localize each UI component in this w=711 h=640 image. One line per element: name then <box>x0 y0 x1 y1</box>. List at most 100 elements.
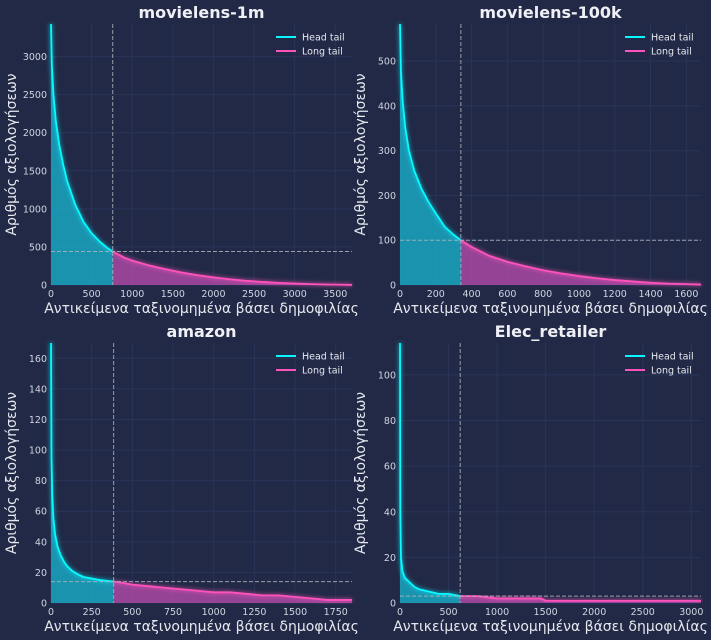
y-tick-label: 120 <box>29 415 47 426</box>
chart-panel: 0 500 1000 1500 2000 2500 3000 3500 0 500 1000 1500… <box>4 3 359 317</box>
x-tick-label: 1500 <box>283 607 307 618</box>
x-tick-label: 500 <box>83 289 101 300</box>
y-tick-label: 20 <box>384 553 396 564</box>
x-tick-label: 2000 <box>201 289 225 300</box>
x-tick-label: 3000 <box>679 607 703 618</box>
y-tick-label: 140 <box>29 384 47 395</box>
legend-label: Head tail <box>302 33 345 44</box>
y-tick-label: 40 <box>384 507 396 518</box>
y-tick-label: 200 <box>378 191 396 202</box>
x-tick-label: 2500 <box>631 607 655 618</box>
chart-title: movielens-100k <box>479 3 622 22</box>
long-tail-line <box>112 250 353 286</box>
y-tick-label: 60 <box>384 462 396 473</box>
y-tick-label: 0 <box>390 599 396 610</box>
x-axis-label: Αντικείμενα ταξινομημένα βάσει δημοφιλία… <box>44 619 359 635</box>
y-tick-label: 160 <box>29 354 47 365</box>
y-tick-label: 500 <box>29 242 47 253</box>
x-tick-label: 200 <box>427 289 445 300</box>
long-tail-line <box>460 239 702 286</box>
y-tick-label: 1500 <box>23 166 47 177</box>
x-tick-label: 1000 <box>485 607 509 618</box>
head-tail-line <box>50 23 114 253</box>
y-tick-label: 400 <box>378 101 396 112</box>
y-tick-label: 0 <box>390 281 396 292</box>
y-tick-label: 2500 <box>23 90 47 101</box>
x-tick-label: 1000 <box>202 607 226 618</box>
long-tail-line <box>460 595 701 602</box>
y-tick-label: 300 <box>378 146 396 157</box>
chart-title: Elec_retailer <box>495 322 607 341</box>
y-tick-label: 0 <box>41 281 47 292</box>
y-axis-label: Αριθμός αξιολογήσεων <box>353 73 369 235</box>
y-tick-label: 60 <box>35 507 47 518</box>
legend-label: Head tail <box>651 352 694 363</box>
long-tail-line <box>113 580 352 601</box>
head-tail-area <box>51 24 113 285</box>
legend-label: Long tail <box>302 366 343 377</box>
y-tick-label: 2000 <box>23 128 47 139</box>
long-tail-area <box>112 251 352 285</box>
head-tail-line <box>399 23 462 241</box>
chart-panel: 0 250 500 750 1000 1250 1500 1750 0 20 40 60 80 100 12… <box>4 322 359 635</box>
x-tick-label: 500 <box>439 607 457 618</box>
x-tick-label: 800 <box>534 289 552 300</box>
x-tick-label: 250 <box>83 607 101 618</box>
x-axis-label: Αντικείμενα ταξινομημένα βάσει δημοφιλία… <box>393 301 708 317</box>
y-axis-label: Αριθμός αξιολογήσεων <box>4 392 20 554</box>
x-tick-label: 0 <box>48 289 54 300</box>
x-tick-label: 3000 <box>283 289 307 300</box>
x-tick-label: 0 <box>397 607 403 618</box>
y-tick-label: 100 <box>378 370 396 381</box>
x-tick-label: 400 <box>463 289 481 300</box>
y-tick-label: 500 <box>378 57 396 68</box>
legend-label: Head tail <box>302 352 345 363</box>
legend-label: Long tail <box>651 366 692 377</box>
y-tick-label: 80 <box>35 476 47 487</box>
x-tick-label: 2000 <box>582 607 606 618</box>
head-tail-area <box>51 343 114 603</box>
x-tick-label: 0 <box>397 289 403 300</box>
x-tick-label: 1500 <box>161 289 185 300</box>
y-tick-label: 0 <box>41 599 47 610</box>
y-tick-label: 20 <box>35 568 47 579</box>
x-tick-label: 1250 <box>242 607 266 618</box>
y-tick-label: 1000 <box>23 204 47 215</box>
x-tick-label: 1750 <box>324 607 348 618</box>
x-tick-label: 600 <box>498 289 516 300</box>
x-tick-label: 0 <box>48 607 54 618</box>
y-axis-label: Αριθμός αξιολογήσεων <box>353 392 369 554</box>
x-axis-label: Αντικείμενα ταξινομημένα βάσει δημοφιλία… <box>393 619 708 635</box>
y-tick-label: 3000 <box>23 52 47 63</box>
y-axis-label: Αριθμός αξιολογήσεων <box>4 73 20 235</box>
y-tick-label: 100 <box>29 446 47 457</box>
x-tick-label: 500 <box>123 607 141 618</box>
x-tick-label: 1500 <box>534 607 558 618</box>
x-tick-label: 1000 <box>567 289 591 300</box>
x-axis-label: Αντικείμενα ταξινομημένα βάσει δημοφιλία… <box>44 301 359 317</box>
long-tail-area <box>113 581 352 603</box>
long-tail-area <box>460 240 701 285</box>
x-tick-label: 1400 <box>638 289 662 300</box>
x-tick-label: 1600 <box>674 289 698 300</box>
head-tail-area <box>400 24 461 285</box>
legend-label: Long tail <box>651 47 692 58</box>
y-tick-label: 100 <box>378 236 396 247</box>
legend-label: Long tail <box>302 47 343 58</box>
x-tick-label: 1200 <box>603 289 627 300</box>
chart-title: amazon <box>167 322 237 341</box>
x-tick-label: 750 <box>164 607 182 618</box>
x-tick-label: 1000 <box>120 289 144 300</box>
legend-label: Head tail <box>651 33 694 44</box>
head-tail-line <box>50 342 114 583</box>
x-tick-label: 2500 <box>242 289 266 300</box>
y-tick-label: 80 <box>384 416 396 427</box>
x-tick-label: 3500 <box>323 289 347 300</box>
head-tail-line <box>399 342 461 598</box>
chart-panel: 0 200 400 600 800 1000 1200 1400 1600 0 100 200 300 4… <box>353 3 708 317</box>
y-tick-label: 40 <box>35 537 47 548</box>
chart-title: movielens-1m <box>138 3 264 22</box>
chart-panel: 0 500 1000 1500 2000 2500 3000 0 20 40 60 80 100 Elec… <box>353 322 708 635</box>
